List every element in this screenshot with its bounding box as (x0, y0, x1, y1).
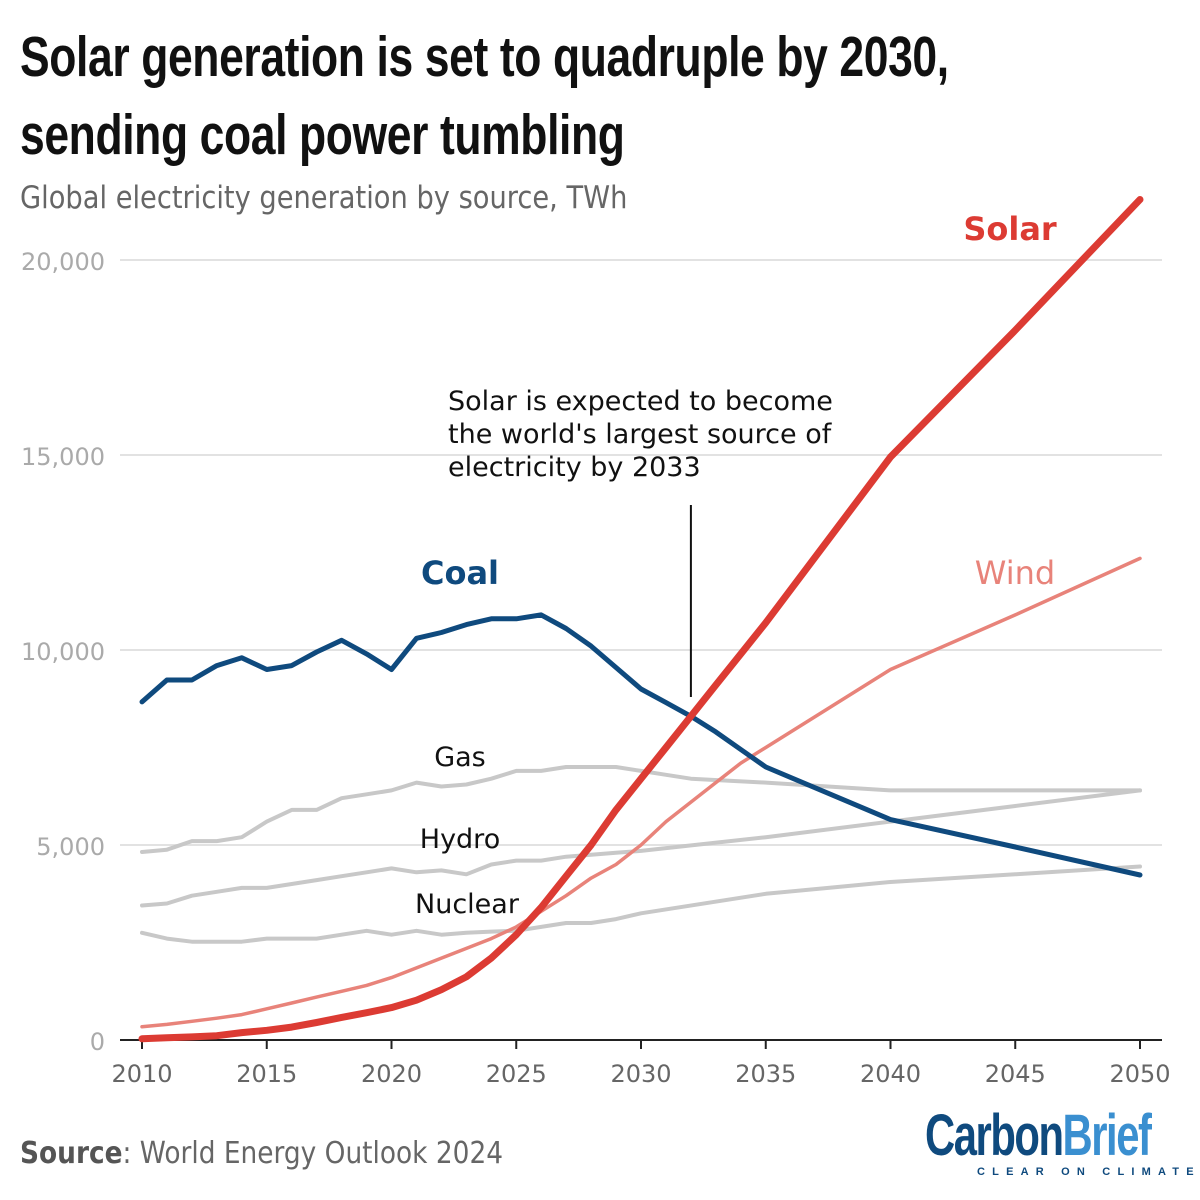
x-tick-label: 2045 (985, 1060, 1046, 1088)
x-tick-label: 2050 (1109, 1060, 1170, 1088)
x-tick-label: 2040 (860, 1060, 921, 1088)
annotation-text: Solar is expected to become (448, 386, 833, 417)
x-tick-label: 2010 (111, 1060, 172, 1088)
series-label-coal: Coal (421, 554, 499, 592)
x-tick-label: 2015 (236, 1060, 297, 1088)
series-line-gas (140, 765, 1142, 854)
logo-part-brief: Brief (1062, 1103, 1152, 1168)
y-tick-label: 15,000 (21, 443, 105, 471)
y-tick-label: 20,000 (21, 248, 105, 276)
source-note: Source: World Energy Outlook 2024 (20, 1136, 503, 1171)
series-label-solar: Solar (963, 210, 1057, 248)
carbonbrief-logo: CarbonBrief CLEAR ON CLIMATE (925, 1107, 1200, 1179)
logo-part-carbon: Carbon (925, 1103, 1064, 1168)
x-tick-label: 2035 (735, 1060, 796, 1088)
series-line-hydro (140, 788, 1142, 908)
source-label: Source (20, 1136, 123, 1171)
chart-title: Solar generation is set to quadruple by … (20, 18, 949, 174)
source-text: : World Energy Outlook 2024 (122, 1136, 504, 1171)
series-line-coal (139, 612, 1143, 878)
series-line-solar (138, 196, 1144, 1043)
x-tick-label: 2025 (486, 1060, 547, 1088)
title-line-2: sending coal power tumbling (20, 103, 625, 167)
series-label-hydro: Hydro (420, 824, 500, 855)
x-tick-label: 2020 (361, 1060, 422, 1088)
series-line-wind (140, 556, 1142, 1029)
y-tick-label: 10,000 (21, 638, 105, 666)
logo-tagline: CLEAR ON CLIMATE (977, 1166, 1200, 1178)
series-label-gas: Gas (434, 742, 486, 773)
y-tick-label: 0 (90, 1028, 105, 1056)
series-label-nuclear: Nuclear (415, 889, 520, 920)
chart-subtitle: Global electricity generation by source,… (20, 180, 628, 216)
annotation-text: electricity by 2033 (448, 452, 701, 483)
title-line-1: Solar generation is set to quadruple by … (20, 25, 949, 89)
y-tick-label: 5,000 (36, 833, 105, 861)
series-label-wind: Wind (975, 554, 1055, 592)
annotation-text: the world's largest source of (448, 419, 833, 450)
series-line-nuclear (140, 864, 1142, 944)
x-tick-label: 2030 (610, 1060, 671, 1088)
